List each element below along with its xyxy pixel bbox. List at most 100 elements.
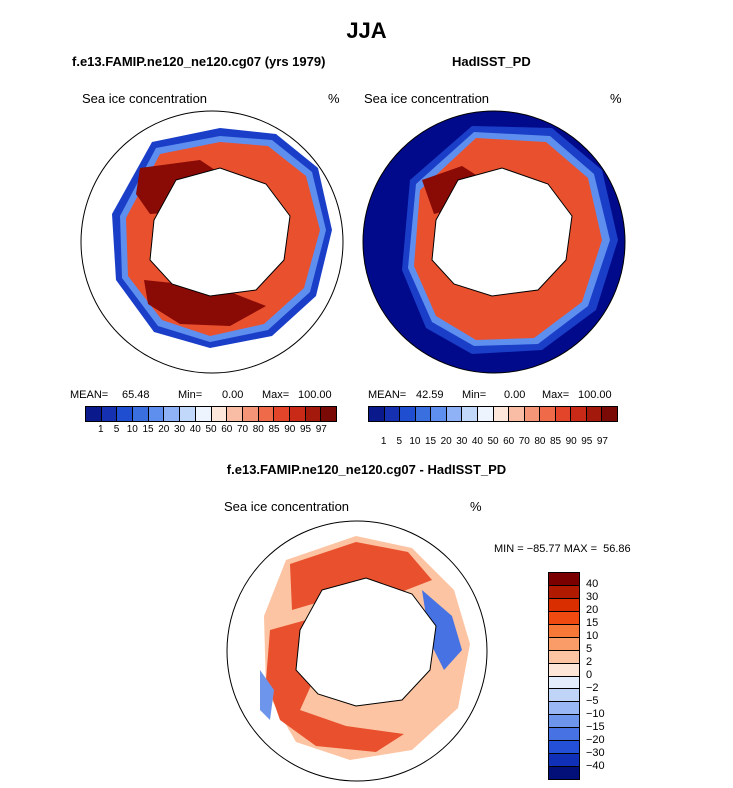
colorbar-swatch: [86, 407, 102, 421]
panel1-max-label: Max=: [262, 389, 290, 401]
colorbar-swatch: [211, 407, 228, 421]
colorbar-swatch: [431, 407, 447, 421]
colorbar-swatch: [549, 715, 579, 729]
colorbar-swatch: [384, 407, 401, 421]
colorbar-tick-label: −10: [586, 708, 605, 720]
panel2-max-label: Max=: [542, 389, 570, 401]
panel1-max-value: 100.00: [298, 389, 332, 401]
colorbar-swatch: [549, 676, 579, 690]
panel2-min-value: 0.00: [504, 389, 526, 401]
colorbar-swatch: [148, 407, 165, 421]
panel1-title: f.e13.FAMIP.ne120_ne120.cg07 (yrs 1979): [72, 54, 326, 69]
panel3-minmax: MIN = −85.77 MAX = 56.86: [494, 543, 631, 555]
colorbar-tick-label: 40: [471, 436, 483, 447]
colorbar-tick-label: 50: [487, 436, 499, 447]
colorbar-tick-label: 2: [586, 656, 593, 668]
colorbar-tick-label: 70: [236, 424, 249, 435]
colorbar-swatch: [195, 407, 212, 421]
colorbar-tick-label: −30: [586, 747, 605, 759]
colorbar-tick-label: 0: [586, 669, 593, 681]
colorbar-tick-label: 97: [596, 436, 608, 447]
figure-title: JJA: [346, 18, 387, 43]
colorbar-swatch: [524, 407, 541, 421]
colorbar-tick-label: 15: [142, 424, 154, 435]
panel1-colorbar: [85, 406, 337, 422]
colorbar-swatch: [415, 407, 432, 421]
panel2-mean-value: 42.59: [416, 389, 444, 401]
colorbar-tick-label: 10: [126, 424, 138, 435]
panel2-variable-label: Sea ice concentration: [364, 91, 490, 106]
panel3-polar-map: [226, 520, 488, 782]
panel2-units-label: %: [610, 91, 622, 106]
colorbar-swatch: [571, 407, 587, 421]
panel3-colorbar-ticks: 40 30 20 15 10 5 2 0 −2 −5 −10 −15 −20 −30 −40: [586, 572, 626, 778]
panel3-colorbar: [548, 572, 580, 780]
colorbar-tick-label: 10: [409, 436, 421, 447]
colorbar-swatch: [242, 407, 259, 421]
panel2-mean-label: MEAN=: [368, 389, 407, 401]
colorbar-swatch: [549, 650, 579, 664]
colorbar-swatch: [549, 637, 579, 651]
colorbar-swatch: [549, 767, 579, 779]
colorbar-tick-label: 30: [456, 436, 468, 447]
colorbar-swatch: [509, 407, 525, 421]
colorbar-tick-label: 5: [113, 424, 120, 435]
colorbar-swatch: [549, 741, 579, 755]
colorbar-tick-label: 85: [549, 436, 562, 447]
colorbar-tick-label: 95: [581, 436, 593, 447]
colorbar-tick-label: 30: [586, 591, 599, 603]
colorbar-tick-label: 15: [586, 617, 599, 629]
colorbar-tick-label: 30: [173, 424, 186, 435]
colorbar-swatch: [258, 407, 275, 421]
colorbar-tick-label: 97: [315, 424, 327, 435]
colorbar-swatch: [549, 611, 579, 625]
colorbar-tick-label: 60: [503, 436, 515, 447]
colorbar-swatch: [555, 407, 572, 421]
colorbar-swatch: [549, 573, 579, 586]
colorbar-swatch: [549, 585, 579, 599]
panel3-title: f.e13.FAMIP.ne120_ne120.cg07 - HadISST_P…: [226, 462, 507, 477]
colorbar-swatch: [400, 407, 416, 421]
colorbar-swatch: [321, 407, 336, 421]
colorbar-tick-label: 20: [440, 436, 452, 447]
colorbar-tick-label: −40: [586, 760, 605, 772]
colorbar-swatch: [549, 663, 579, 677]
colorbar-tick-label: 20: [158, 424, 170, 435]
colorbar-swatch: [164, 407, 181, 421]
colorbar-tick-label: 85: [268, 424, 280, 435]
panel1-units-label: %: [328, 91, 340, 106]
colorbar-swatch: [602, 407, 617, 421]
colorbar-swatch: [227, 407, 243, 421]
colorbar-swatch: [274, 407, 290, 421]
colorbar-tick-label: 40: [189, 424, 201, 435]
colorbar-swatch: [493, 407, 510, 421]
colorbar-tick-label: 1: [97, 424, 104, 435]
panel2-min-label: Min=: [462, 389, 487, 401]
panel2-max-value: 100.00: [578, 389, 612, 401]
colorbar-swatch: [549, 728, 579, 742]
colorbar-tick-label: 10: [586, 630, 599, 642]
colorbar-swatch: [540, 407, 556, 421]
colorbar-tick-label: −2: [586, 682, 599, 694]
colorbar-tick-label: 5: [396, 436, 403, 447]
colorbar-tick-label: 15: [424, 436, 437, 447]
colorbar-tick-label: −15: [586, 721, 605, 733]
panel2-title: HadISST_PD: [452, 54, 531, 69]
colorbar-swatch: [549, 624, 579, 638]
colorbar-swatch: [180, 407, 196, 421]
colorbar-swatch: [586, 407, 603, 421]
colorbar-tick-label: 80: [534, 436, 546, 447]
panel1-colorbar-ticks: 1 5 10 15 20 30 40 50 60 70 80 85 90 95 97: [85, 424, 335, 436]
panel1-mean-label: MEAN=: [70, 389, 109, 401]
colorbar-tick-label: 60: [221, 424, 233, 435]
panel3-units-label: %: [470, 499, 482, 514]
panel2-colorbar: [368, 406, 618, 422]
colorbar-swatch: [462, 407, 478, 421]
colorbar-swatch: [477, 407, 494, 421]
colorbar-tick-label: 20: [586, 604, 599, 616]
panel1-min-value: 0.00: [222, 389, 244, 401]
colorbar-tick-label: −20: [586, 734, 605, 746]
colorbar-swatch: [446, 407, 463, 421]
colorbar-tick-label: 90: [565, 436, 577, 447]
colorbar-swatch: [549, 702, 579, 716]
